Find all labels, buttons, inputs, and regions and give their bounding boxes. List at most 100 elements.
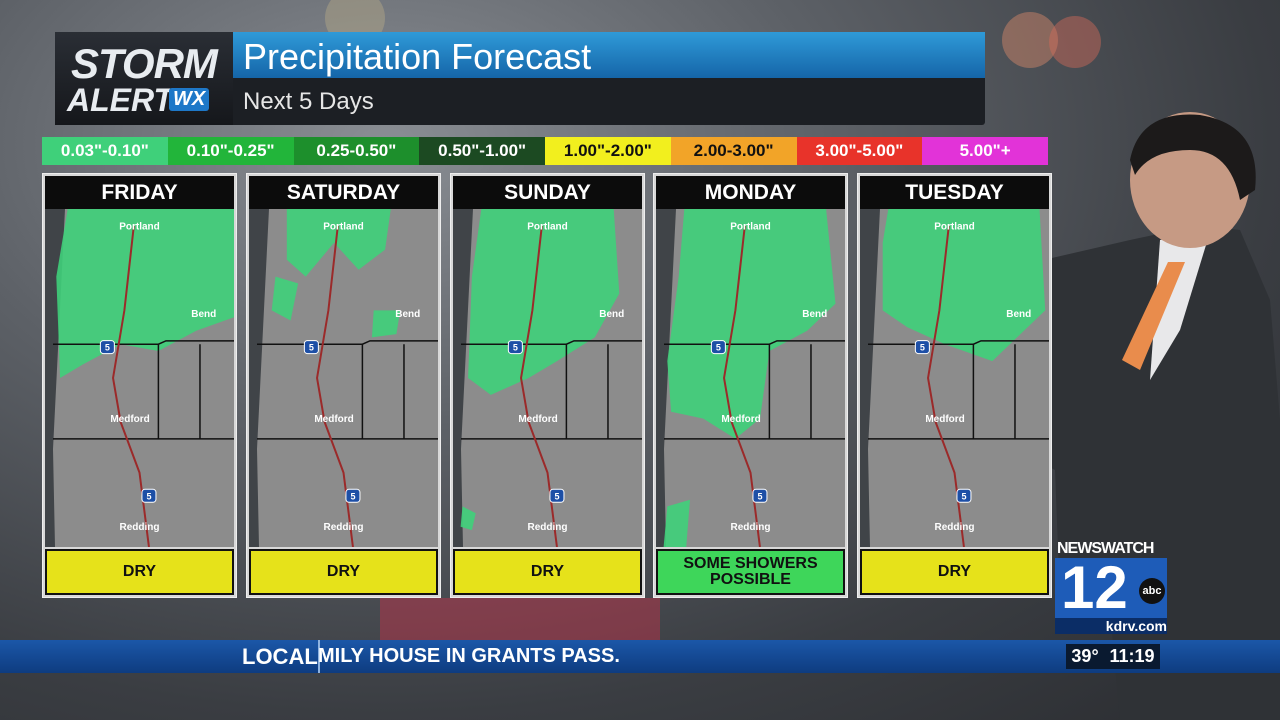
- interstate: [927, 225, 965, 547]
- logo-text: ALERT: [67, 82, 174, 118]
- map: Portland Bend Medford Redding 5 5: [860, 209, 1049, 547]
- subtitle: Next 5 Days: [243, 88, 374, 115]
- website: kdrv.com: [1055, 618, 1167, 634]
- legend-item: 0.10"-0.25": [167, 137, 294, 165]
- shield-label: 5: [757, 491, 762, 501]
- status: DRY: [860, 549, 1049, 595]
- legend-item: 0.25-0.50": [293, 137, 420, 165]
- city-label: Bend: [395, 309, 420, 320]
- status: DRY: [249, 549, 438, 595]
- shield-label: 5: [513, 343, 518, 353]
- city-label: Portland: [934, 221, 975, 232]
- shield-label: 5: [920, 343, 925, 353]
- border: [868, 340, 1049, 440]
- forecast-panel: SATURDAY Portland Bend Medford Redding 5 5 DRY: [246, 173, 441, 598]
- shield: [141, 488, 157, 503]
- shield-label: 5: [350, 491, 355, 501]
- city-label: Medford: [110, 414, 149, 425]
- land: [249, 209, 438, 547]
- rain-area: [271, 276, 299, 321]
- ocean: [453, 209, 473, 547]
- legend-item: 0.50"-1.00": [419, 137, 545, 165]
- shield-label: 5: [146, 491, 151, 501]
- map: Portland Bend Medford Redding 5 5: [656, 209, 845, 547]
- forecast-panel: MONDAY Portland Bend Medford Redding 5 5 SOME S…: [653, 173, 848, 598]
- rain-area: [882, 209, 1046, 362]
- ocean: [249, 209, 269, 547]
- shield-label: 5: [105, 343, 110, 353]
- day-label: SATURDAY: [249, 176, 438, 209]
- city-label: Portland: [527, 221, 568, 232]
- ocean: [860, 209, 880, 547]
- city-label: Redding: [935, 522, 975, 533]
- border: [664, 340, 845, 440]
- station-logo: NEWSWATCH 12 abc kdrv.com: [1055, 540, 1167, 635]
- legend: 0.03"-0.10" 0.10"-0.25" 0.25-0.50" 0.50"-1.…: [42, 137, 1048, 165]
- status: SOME SHOWERS POSSIBLE: [656, 549, 845, 595]
- ticker-section: LOCAL: [242, 644, 318, 669]
- city-label: Redding: [120, 522, 160, 533]
- ocean: [656, 209, 676, 547]
- day-label: MONDAY: [656, 176, 845, 209]
- city-label: Medford: [518, 414, 557, 425]
- city-label: Portland: [730, 221, 771, 232]
- city-label: Bend: [191, 309, 216, 320]
- forecast-panel: TUESDAY Portland Bend Medford Redding 5 5 DRY: [857, 173, 1052, 598]
- shield: [549, 488, 565, 503]
- city-label: Redding: [528, 522, 568, 533]
- shield: [914, 340, 930, 355]
- interstate: [723, 225, 761, 547]
- legend-item: 1.00"-2.00": [545, 137, 671, 165]
- border: [461, 340, 642, 440]
- rain-area: [667, 209, 836, 439]
- rain-area: [56, 209, 234, 378]
- shield: [507, 340, 523, 355]
- city-label: Medford: [925, 414, 964, 425]
- map: Portland Bend Medford Redding 5 5: [453, 209, 642, 547]
- city-label: Portland: [323, 221, 364, 232]
- station-name: NEWSWATCH: [1057, 540, 1154, 557]
- map: Portland Bend Medford Redding 5 5: [45, 209, 234, 547]
- day-label: TUESDAY: [860, 176, 1049, 209]
- title: Precipitation Forecast: [243, 36, 592, 77]
- shield: [345, 488, 361, 503]
- map: Portland Bend Medford Redding 5 5: [249, 209, 438, 547]
- shield-label: 5: [554, 491, 559, 501]
- city-label: Medford: [314, 414, 353, 425]
- interstate: [520, 225, 558, 547]
- logo-badge: WX: [169, 88, 210, 111]
- rain-area: [371, 310, 401, 338]
- shield: [956, 488, 972, 503]
- rain-area: [286, 209, 391, 277]
- status: DRY: [453, 549, 642, 595]
- border: [257, 340, 438, 440]
- city-label: Medford: [721, 414, 760, 425]
- ticker-headline: MILY HOUSE IN GRANTS PASS.: [318, 645, 620, 667]
- legend-item: 0.03"-0.10": [42, 137, 168, 165]
- legend-item: 2.00-3.00": [670, 137, 797, 165]
- day-label: SUNDAY: [453, 176, 642, 209]
- shield: [99, 340, 115, 355]
- border: [53, 340, 234, 440]
- city-label: Bend: [599, 309, 624, 320]
- rain-area: [468, 209, 620, 395]
- city-label: Redding: [324, 522, 364, 533]
- forecast-panel: SUNDAY Portland Bend Medford Redding 5 5 DRY: [450, 173, 645, 598]
- interstate: [316, 225, 354, 547]
- city-label: Bend: [802, 309, 827, 320]
- legend-item: 5.00"+: [922, 137, 1048, 165]
- divider: [318, 640, 320, 673]
- header: STORM ALERT WX Precipitation Forecast Ne…: [55, 32, 985, 125]
- city-label: Redding: [731, 522, 771, 533]
- time: 11:19: [1109, 646, 1155, 666]
- logo-text: STORM: [71, 40, 218, 87]
- network: abc: [1139, 578, 1165, 604]
- shield-label: 5: [961, 491, 966, 501]
- clock: 39° 11:19: [1066, 644, 1160, 669]
- status: DRY: [45, 549, 234, 595]
- rain-area: [663, 499, 690, 547]
- shield: [303, 340, 319, 355]
- rain-area: [460, 506, 476, 531]
- legend-item: 3.00"-5.00": [796, 137, 923, 165]
